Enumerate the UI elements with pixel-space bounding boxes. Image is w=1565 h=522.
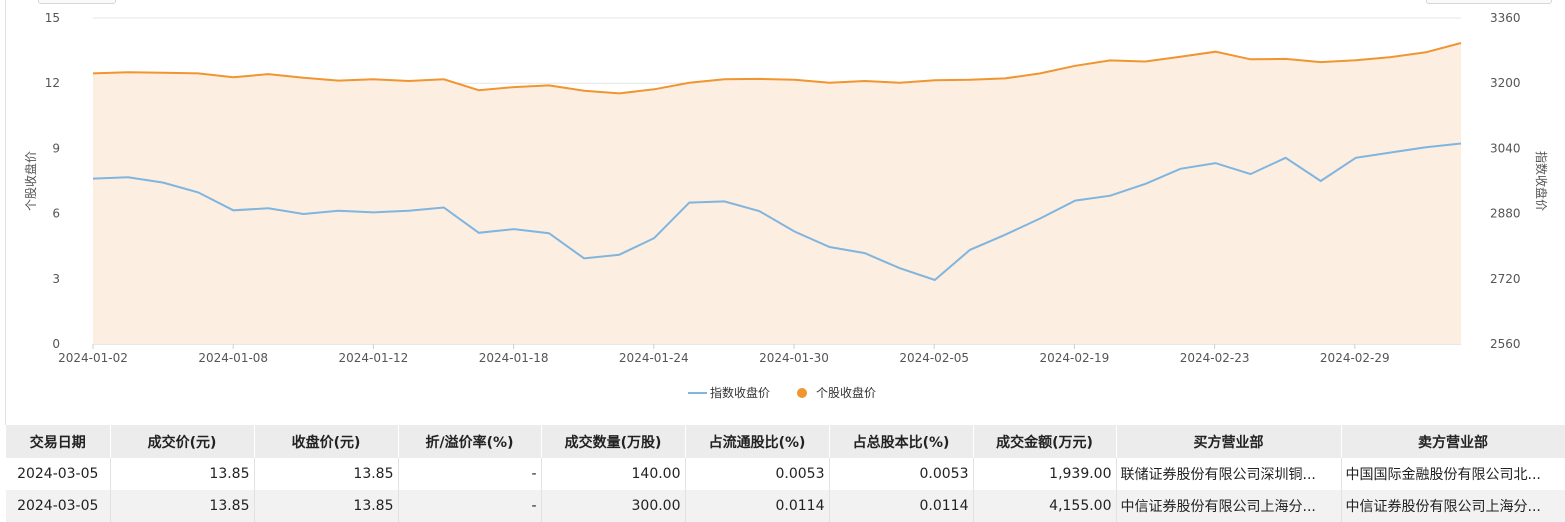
right-tick-label: 2560 [1490, 337, 1521, 351]
cell-total-ratio: 0.0053 [829, 458, 974, 490]
top-tab-stub-right[interactable] [1426, 0, 1552, 4]
right-axis-label: 指数收盘价 [1534, 151, 1549, 211]
legend-stock-swatch [797, 388, 807, 398]
col-buyer[interactable]: 买方营业部 [1116, 425, 1342, 458]
left-tick-label: 3 [52, 272, 60, 286]
cell-close-price: 13.85 [254, 490, 399, 522]
stock-price-line [92, 42, 1462, 95]
cell-float-ratio: 0.0053 [685, 458, 830, 490]
cell-amount: 4,155.00 [973, 490, 1117, 522]
cell-premium-rate: - [398, 490, 542, 522]
x-tick-label: 2024-01-30 [759, 351, 829, 365]
cell-trade-date: 2024-03-05 [6, 458, 111, 490]
price-chart: 0 3 6 9 12 15 2560 2720 2880 3040 3200 3360 2024-0… [23, 11, 1549, 400]
block-trade-table: 交易日期 成交价(元) 收盘价(元) 折/溢价率(%) 成交数量(万股) 占流通… [6, 425, 1565, 522]
col-seller[interactable]: 卖方营业部 [1341, 425, 1565, 458]
table-row: 2024-03-05 13.85 13.85 - 300.00 0.0114 0… [6, 490, 1565, 522]
cell-seller[interactable]: 中信证券股份有限公司上海分... [1341, 490, 1565, 522]
right-axis-ticks: 2560 2720 2880 3040 3200 3360 [1490, 11, 1521, 351]
cell-volume: 300.00 [541, 490, 686, 522]
right-tick-label: 3200 [1490, 76, 1521, 90]
left-tick-label: 12 [45, 76, 60, 90]
left-tick-label: 0 [52, 337, 60, 351]
legend: 指数收盘价 个股收盘价 [688, 385, 876, 400]
right-tick-label: 2720 [1490, 272, 1521, 286]
right-tick-label: 2880 [1490, 207, 1521, 221]
cell-total-ratio: 0.0114 [829, 490, 974, 522]
col-total-ratio[interactable]: 占总股本比(%) [829, 425, 974, 458]
x-tick-label: 2024-02-23 [1180, 351, 1250, 365]
left-tick-label: 15 [45, 11, 60, 25]
cell-volume: 140.00 [541, 458, 686, 490]
table-header-row: 交易日期 成交价(元) 收盘价(元) 折/溢价率(%) 成交数量(万股) 占流通… [6, 425, 1565, 458]
cell-deal-price: 13.85 [110, 490, 255, 522]
legend-index-label[interactable]: 指数收盘价 [710, 385, 770, 400]
x-tick-label: 2024-02-29 [1320, 351, 1390, 365]
x-tick-label: 2024-02-05 [899, 351, 969, 365]
col-volume[interactable]: 成交数量(万股) [541, 425, 686, 458]
left-frame-border [5, 0, 6, 425]
col-float-ratio[interactable]: 占流通股比(%) [685, 425, 830, 458]
left-tick-label: 6 [52, 207, 60, 221]
cell-buyer[interactable]: 中信证券股份有限公司上海分... [1116, 490, 1342, 522]
table-row: 2024-03-05 13.85 13.85 - 140.00 0.0053 0… [6, 458, 1565, 490]
x-tick-label: 2024-01-08 [198, 351, 268, 365]
col-close-price[interactable]: 收盘价(元) [254, 425, 399, 458]
cell-premium-rate: - [398, 458, 542, 490]
right-tick-label: 3360 [1490, 11, 1521, 25]
x-tick-label: 2024-01-18 [479, 351, 549, 365]
cell-buyer[interactable]: 联储证券股份有限公司深圳铜... [1116, 458, 1342, 490]
col-deal-price[interactable]: 成交价(元) [110, 425, 255, 458]
x-axis-ticks: 2024-01-02 2024-01-08 2024-01-12 2024-01-18… [58, 344, 1390, 365]
left-tick-label: 9 [52, 141, 60, 155]
cell-float-ratio: 0.0114 [685, 490, 830, 522]
cell-amount: 1,939.00 [973, 458, 1117, 490]
col-trade-date[interactable]: 交易日期 [6, 425, 111, 458]
x-tick-label: 2024-01-02 [58, 351, 128, 365]
cell-trade-date: 2024-03-05 [6, 490, 111, 522]
x-tick-label: 2024-01-12 [339, 351, 409, 365]
col-premium-rate[interactable]: 折/溢价率(%) [398, 425, 542, 458]
index-price-line [92, 142, 1462, 282]
top-tab-stub-left[interactable] [38, 0, 116, 4]
legend-stock-label[interactable]: 个股收盘价 [816, 385, 876, 400]
left-axis-ticks: 0 3 6 9 12 15 [45, 11, 60, 351]
left-axis-label: 个股收盘价 [23, 151, 38, 211]
stock-price-area [93, 43, 1461, 344]
x-tick-label: 2024-02-19 [1040, 351, 1110, 365]
col-amount[interactable]: 成交金额(万元) [973, 425, 1117, 458]
cell-deal-price: 13.85 [110, 458, 255, 490]
cell-seller[interactable]: 中国国际金融股份有限公司北... [1341, 458, 1565, 490]
right-tick-label: 3040 [1490, 141, 1521, 155]
cell-close-price: 13.85 [254, 458, 399, 490]
x-tick-label: 2024-01-24 [619, 351, 689, 365]
